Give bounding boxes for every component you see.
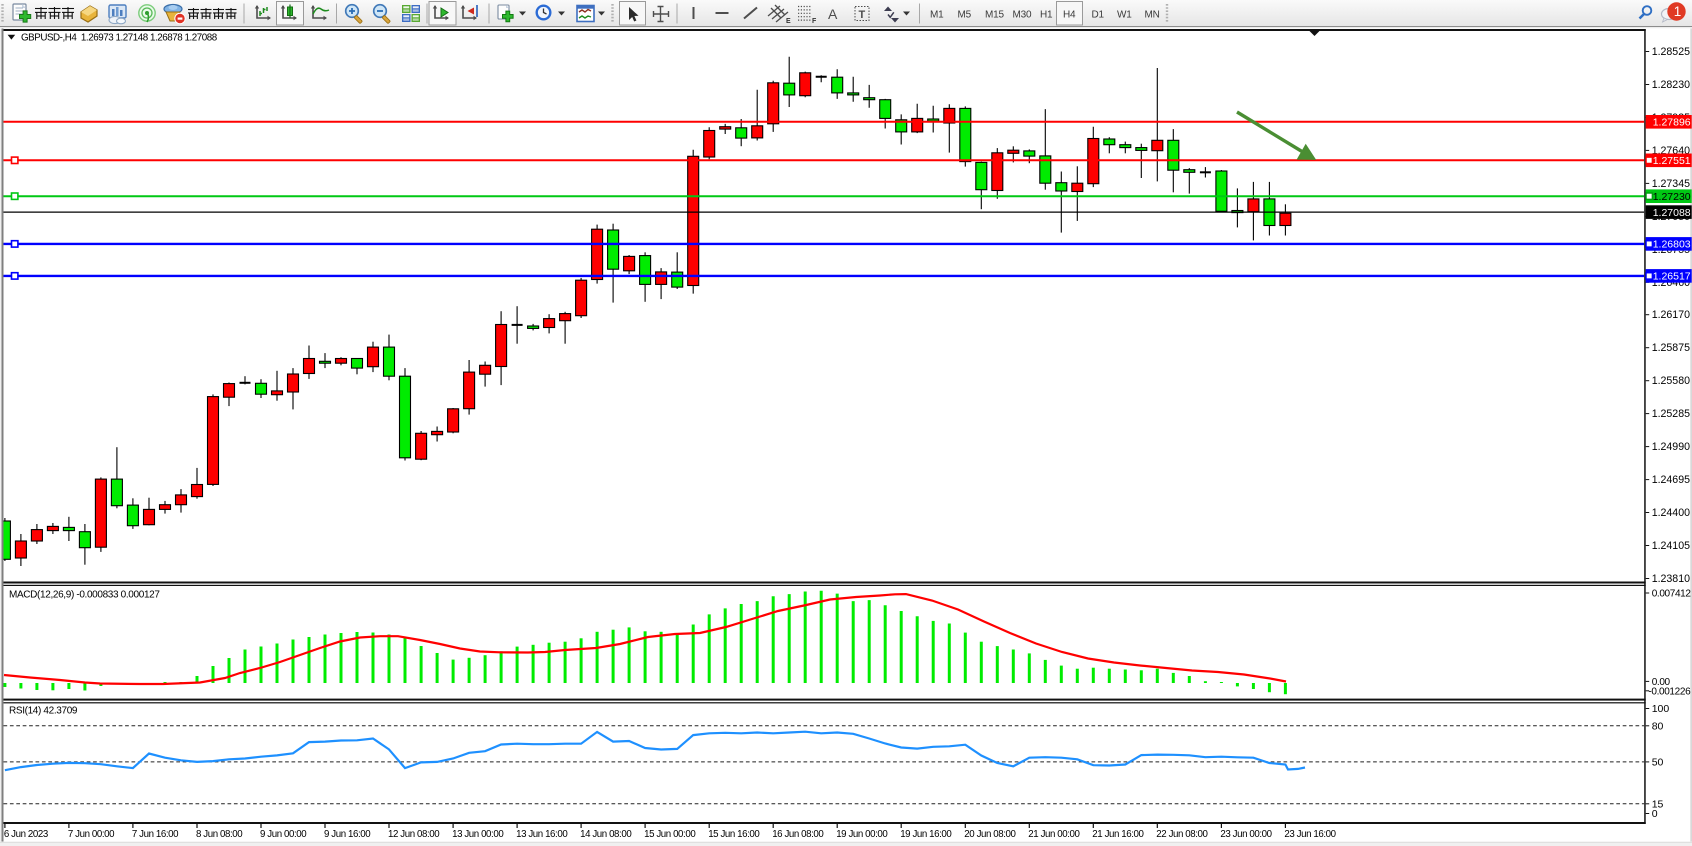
svg-text:100: 100 — [1652, 703, 1670, 715]
svg-text:H1: H1 — [1040, 10, 1053, 21]
svg-text:1.24990: 1.24990 — [1652, 441, 1690, 453]
svg-text:1.27551: 1.27551 — [1653, 155, 1691, 167]
svg-text:16 Jun 08:00: 16 Jun 08:00 — [772, 829, 824, 840]
svg-text:E: E — [786, 18, 791, 25]
svg-text:23 Jun 16:00: 23 Jun 16:00 — [1284, 829, 1336, 840]
svg-text:1.24695: 1.24695 — [1652, 474, 1690, 486]
svg-text:GBPUSD-,H4 1.26973 1.27148 1.: GBPUSD-,H4 1.26973 1.27148 1.26878 1.270… — [21, 33, 218, 44]
svg-text:RSI(14) 42.3709: RSI(14) 42.3709 — [9, 706, 78, 717]
svg-text:7 Jun 16:00: 7 Jun 16:00 — [132, 829, 179, 840]
svg-text:D1: D1 — [1092, 10, 1105, 21]
svg-text:1.28230: 1.28230 — [1652, 79, 1690, 91]
svg-text:M15: M15 — [985, 10, 1004, 21]
svg-text:9 Jun 16:00: 9 Jun 16:00 — [324, 829, 371, 840]
svg-text:80: 80 — [1652, 720, 1664, 732]
svg-text:8 Jun 08:00: 8 Jun 08:00 — [196, 829, 243, 840]
svg-text:7 Jun 00:00: 7 Jun 00:00 — [68, 829, 115, 840]
svg-text:W1: W1 — [1117, 10, 1132, 21]
svg-text:1.25875: 1.25875 — [1652, 342, 1690, 354]
svg-text:MN: MN — [1145, 10, 1160, 21]
svg-text:6 Jun 2023: 6 Jun 2023 — [4, 829, 48, 840]
svg-text:1.25285: 1.25285 — [1652, 408, 1690, 420]
svg-text:0: 0 — [1652, 808, 1658, 820]
svg-text:0.007412: 0.007412 — [1652, 589, 1692, 600]
svg-text:1.26170: 1.26170 — [1652, 309, 1690, 321]
svg-text:M5: M5 — [958, 10, 972, 21]
svg-text:1.26803: 1.26803 — [1653, 239, 1691, 251]
svg-text:21 Jun 16:00: 21 Jun 16:00 — [1092, 829, 1144, 840]
svg-text:H4: H4 — [1063, 10, 1076, 21]
svg-text:A: A — [828, 6, 838, 22]
svg-text:F: F — [812, 18, 817, 25]
svg-text:1.28525: 1.28525 — [1652, 46, 1690, 58]
svg-text:1.27896: 1.27896 — [1653, 117, 1691, 129]
svg-text:-0.001226: -0.001226 — [1648, 686, 1691, 697]
svg-text:1.23810: 1.23810 — [1652, 573, 1690, 585]
svg-text:21 Jun 00:00: 21 Jun 00:00 — [1028, 829, 1080, 840]
svg-text:1.24400: 1.24400 — [1652, 507, 1690, 519]
svg-text:15: 15 — [1652, 798, 1664, 810]
svg-text:13 Jun 16:00: 13 Jun 16:00 — [516, 829, 568, 840]
svg-text:15 Jun 16:00: 15 Jun 16:00 — [708, 829, 760, 840]
svg-text:15 Jun 00:00: 15 Jun 00:00 — [644, 829, 696, 840]
svg-text:23 Jun 00:00: 23 Jun 00:00 — [1220, 829, 1272, 840]
svg-text:13 Jun 00:00: 13 Jun 00:00 — [452, 829, 504, 840]
svg-text:MACD(12,26,9) -0.000833 0.0001: MACD(12,26,9) -0.000833 0.000127 — [9, 590, 160, 601]
svg-text:14 Jun 08:00: 14 Jun 08:00 — [580, 829, 632, 840]
svg-text:20 Jun 08:00: 20 Jun 08:00 — [964, 829, 1016, 840]
svg-text:50: 50 — [1652, 756, 1664, 768]
svg-text:0.00: 0.00 — [1652, 677, 1671, 688]
svg-text:1.24105: 1.24105 — [1652, 540, 1690, 552]
svg-text:1.27088: 1.27088 — [1653, 207, 1691, 219]
svg-text:T: T — [859, 9, 866, 21]
svg-text:19 Jun 00:00: 19 Jun 00:00 — [836, 829, 888, 840]
svg-text:1.25580: 1.25580 — [1652, 375, 1690, 387]
svg-text:22 Jun 08:00: 22 Jun 08:00 — [1156, 829, 1208, 840]
svg-text:1.26517: 1.26517 — [1653, 271, 1691, 283]
svg-text:9 Jun 00:00: 9 Jun 00:00 — [260, 829, 307, 840]
svg-text:1.27230: 1.27230 — [1653, 191, 1691, 203]
svg-text:M30: M30 — [1013, 10, 1032, 21]
svg-text:19 Jun 16:00: 19 Jun 16:00 — [900, 829, 952, 840]
svg-text:1.27345: 1.27345 — [1652, 178, 1690, 190]
svg-text:1: 1 — [1674, 4, 1682, 19]
svg-text:12 Jun 08:00: 12 Jun 08:00 — [388, 829, 440, 840]
svg-text:M1: M1 — [930, 10, 944, 21]
